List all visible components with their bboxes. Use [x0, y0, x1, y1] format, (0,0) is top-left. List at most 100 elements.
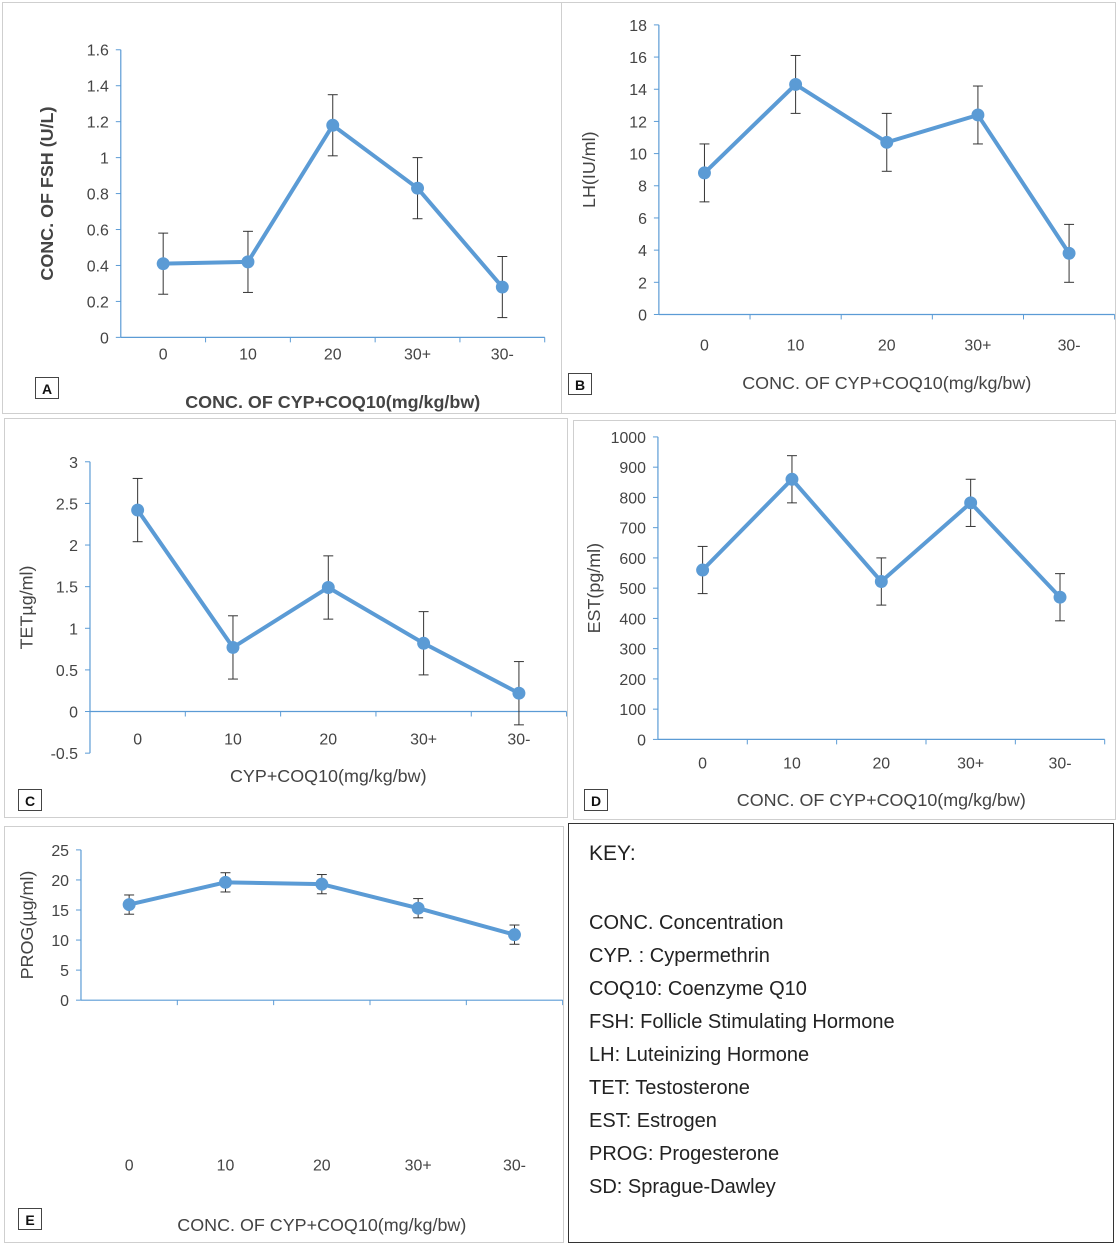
y-tick-label: 100 [619, 702, 646, 719]
y-axis-title: CONC. OF FSH (U/L) [37, 107, 57, 281]
chart-panel-a: 0 0.2 0.4 0.6 0.8 1 1.2 1.4 1.6 0 10 20 30+ 30- CONC. … [2, 2, 562, 414]
chart-svg-b: 0 2 4 6 8 10 12 14 16 18 0 10 20 30+ 30- LH(IU/ml) CONC.… [579, 18, 1115, 393]
x-tick-label: 10 [783, 755, 801, 772]
y-tick-label: 200 [619, 672, 646, 689]
data-point [508, 928, 521, 942]
chart-svg-d: 0 100 200 300 400 500 600 700 800 900 1000 0 10 20 30+… [584, 430, 1106, 810]
data-point [495, 280, 509, 294]
y-tick-label: 500 [619, 581, 646, 598]
data-point [512, 686, 526, 700]
data-point [696, 563, 710, 577]
key-item: LH: Luteinizing Hormone [589, 1044, 810, 1066]
x-axis-title: CONC. OF CYP+COQ10(mg/kg/bw) [737, 790, 1026, 810]
key-box: KEY: CONC. Concentration CYP. : Cypermet… [568, 823, 1114, 1243]
data-point [156, 257, 170, 271]
x-tick-label: 0 [700, 337, 709, 354]
data-point [1053, 590, 1067, 604]
x-tick-label: 30+ [405, 1157, 432, 1174]
x-tick-label: 30- [507, 731, 530, 748]
panel-label-e: E [18, 1208, 42, 1230]
key-item: CONC. Concentration [589, 912, 784, 934]
data-point [874, 575, 888, 588]
data-point [122, 898, 136, 912]
x-tick-label: 10 [217, 1157, 235, 1174]
x-tick-label: 0 [125, 1157, 134, 1174]
y-tick-label: 5 [60, 963, 69, 980]
y-axis-title: TETµg/ml) [16, 566, 36, 650]
x-tick-label: 30- [491, 346, 514, 363]
y-tick-label: 0 [637, 732, 646, 749]
y-tick-label: 16 [629, 50, 647, 67]
data-point [411, 181, 425, 195]
x-axis-title: CYP+COQ10(mg/kg/bw) [230, 766, 427, 786]
y-tick-label: 1.6 [87, 43, 109, 60]
chart-svg-a: 0 0.2 0.4 0.6 0.8 1 1.2 1.4 1.6 0 10 20 30+ 30- CONC. … [37, 43, 546, 412]
y-tick-label: 10 [51, 933, 69, 950]
chart-panel-c: -0.5 0 0.5 1 1.5 2 2.5 3 0 10 20 30+ 30- TETµg/ml) CYP… [4, 418, 568, 818]
data-point [315, 877, 329, 891]
y-tick-label: 3 [69, 455, 78, 472]
panel-label-c: C [18, 789, 42, 811]
y-tick-label: 900 [619, 460, 646, 477]
data-point [326, 118, 340, 132]
y-axis-title: EST(pg/ml) [584, 543, 604, 634]
y-tick-label: 0.5 [56, 663, 78, 680]
y-tick-label: 0.4 [87, 258, 109, 275]
data-point [241, 255, 255, 269]
y-axis-title: LH(IU/ml) [579, 131, 599, 208]
chart-panel-d: 0 100 200 300 400 500 600 700 800 900 1000 0 10 20 30+… [573, 420, 1116, 820]
x-tick-label: 10 [239, 346, 257, 363]
key-item: EST: Estrogen [589, 1110, 717, 1132]
key-item: CYP. : Cypermethrin [589, 945, 770, 967]
y-tick-label: 0.2 [87, 294, 109, 311]
data-point [964, 496, 978, 510]
y-tick-label: 15 [51, 903, 69, 920]
x-tick-label: 20 [878, 337, 896, 354]
chart-panel-e: 0 5 10 15 20 25 0 10 20 30+ 30- PROG(µg/ml) CONC. OF… [4, 826, 564, 1243]
x-tick-label: 0 [159, 346, 168, 363]
y-tick-label: 0.6 [87, 222, 109, 239]
data-point [697, 166, 711, 180]
y-tick-label: 1 [100, 151, 109, 168]
chart-svg-e: 0 5 10 15 20 25 0 10 20 30+ 30- PROG(µg/ml) CONC. OF… [17, 843, 563, 1235]
x-tick-label: 0 [133, 731, 142, 748]
y-tick-label: 1000 [611, 430, 647, 447]
x-tick-label: 30- [1049, 755, 1072, 772]
y-tick-label: 0 [60, 993, 69, 1010]
y-tick-label: 12 [629, 114, 647, 131]
x-tick-label: 20 [872, 755, 890, 772]
x-tick-label: 30+ [957, 755, 984, 772]
key-item: SD: Sprague-Dawley [589, 1176, 776, 1198]
y-tick-label: 14 [629, 82, 647, 99]
y-tick-label: 0 [69, 705, 78, 722]
key-item: PROG: Progesterone [589, 1143, 780, 1165]
y-tick-label: 4 [638, 243, 647, 260]
x-tick-label: 20 [324, 346, 342, 363]
y-tick-label: 2.5 [56, 496, 78, 513]
data-point [785, 472, 799, 486]
y-tick-label: 0 [638, 307, 647, 324]
chart-panel-b: 0 2 4 6 8 10 12 14 16 18 0 10 20 30+ 30- LH(IU/ml) CONC.… [561, 2, 1116, 414]
x-tick-label: 10 [787, 337, 805, 354]
y-tick-label: 1.2 [87, 115, 109, 132]
y-tick-label: 10 [629, 147, 647, 164]
y-tick-label: 1.4 [87, 79, 109, 96]
x-axis-title: CONC. OF CYP+COQ10(mg/kg/bw) [742, 373, 1031, 393]
y-tick-label: 600 [619, 551, 646, 568]
x-tick-label: 30+ [964, 337, 991, 354]
x-tick-label: 30- [503, 1157, 526, 1174]
data-point [411, 901, 425, 915]
x-tick-label: 0 [698, 755, 707, 772]
y-tick-label: 25 [51, 843, 69, 860]
x-tick-label: 20 [319, 731, 337, 748]
y-tick-label: 0 [100, 330, 109, 347]
x-axis-title: CONC. OF CYP+COQ10(mg/kg/bw) [185, 392, 480, 412]
x-axis-title: CONC. OF CYP+COQ10(mg/kg/bw) [177, 1215, 466, 1235]
panel-label-d: D [584, 789, 608, 811]
y-tick-label: -0.5 [51, 746, 79, 763]
y-tick-label: 1 [69, 621, 78, 638]
y-tick-label: 1.5 [56, 580, 78, 597]
key-item: TET: Testosterone [589, 1077, 750, 1099]
x-tick-label: 10 [224, 731, 242, 748]
key-title: KEY: [589, 842, 636, 865]
